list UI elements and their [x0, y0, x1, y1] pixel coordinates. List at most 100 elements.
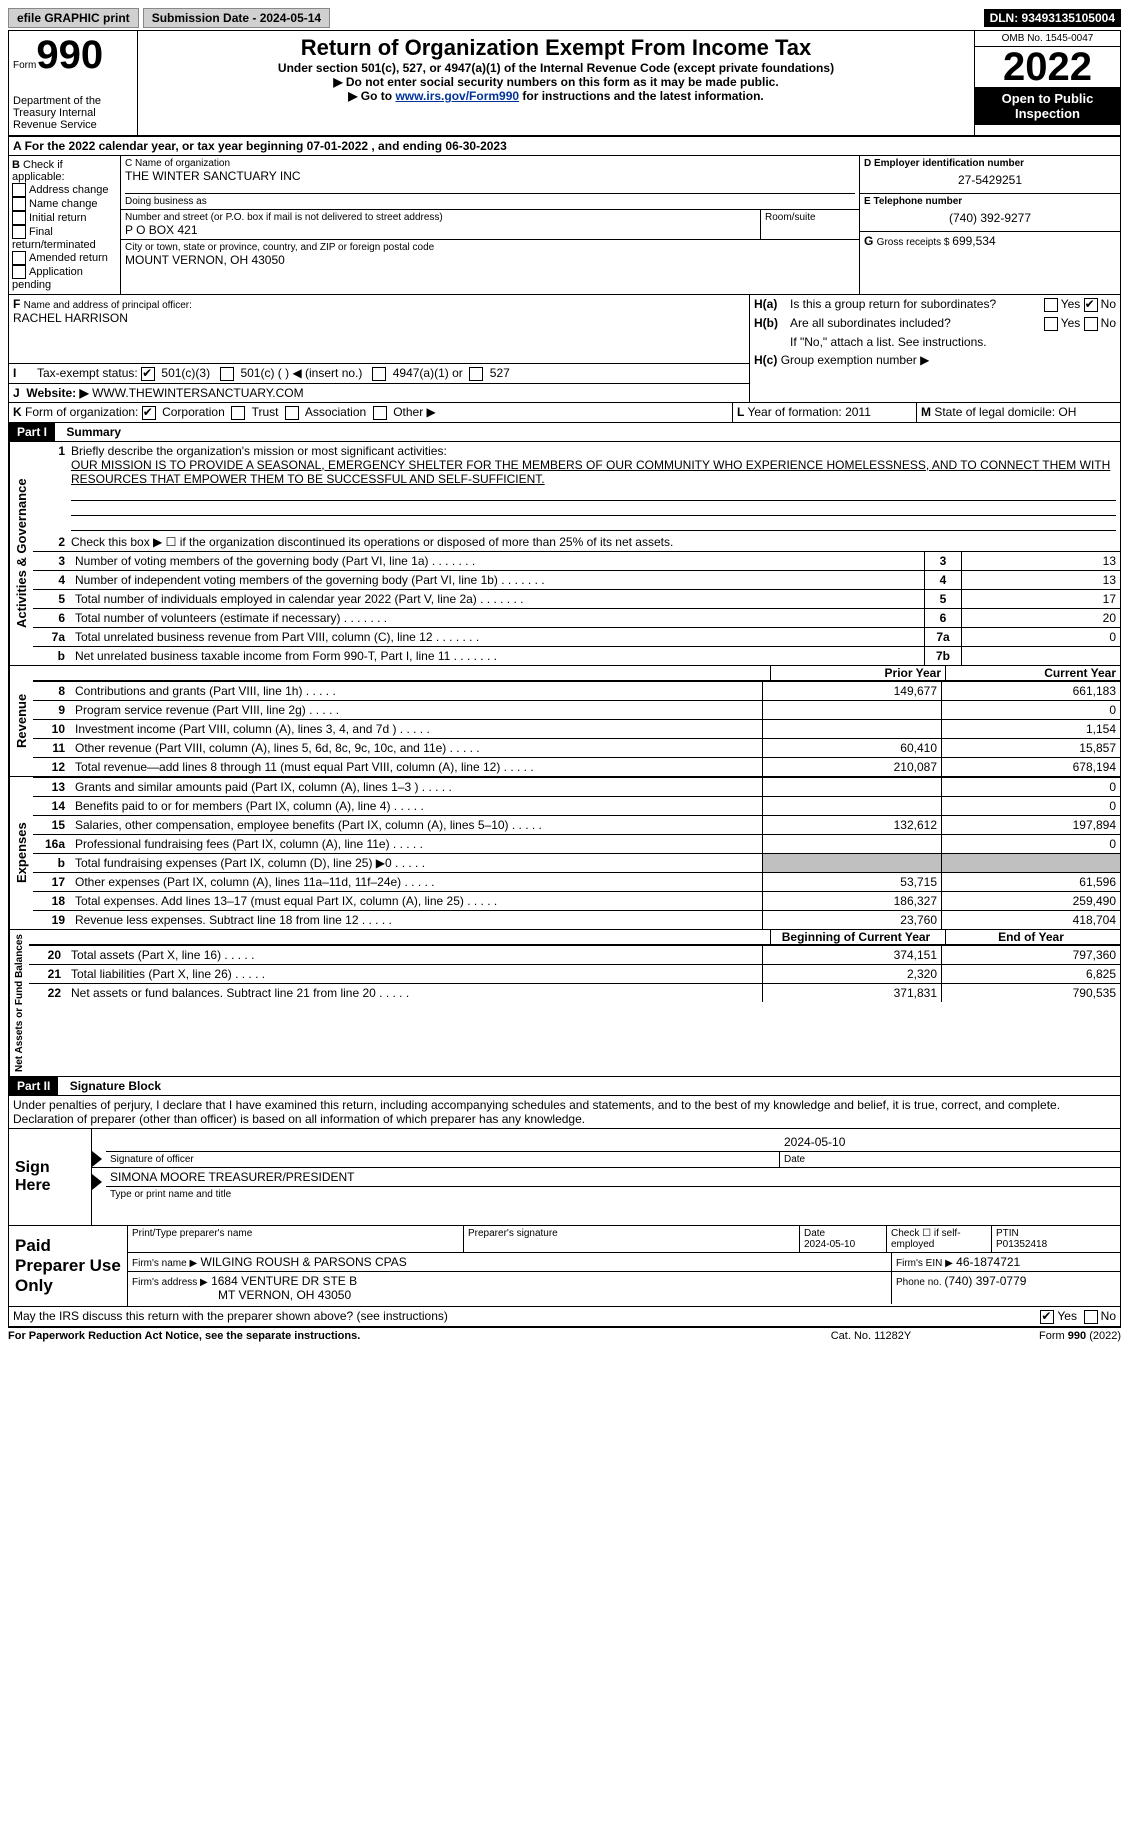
footer-cat: Cat. No. 11282Y	[771, 1330, 971, 1342]
table-row: 12Total revenue—add lines 8 through 11 (…	[33, 757, 1120, 776]
table-row: 6Total number of volunteers (estimate if…	[33, 608, 1120, 627]
end-year-header: End of Year	[945, 930, 1120, 944]
prep-name-label: Print/Type preparer's name	[128, 1226, 464, 1252]
form-header: Form990 Department of the Treasury Inter…	[9, 31, 1120, 137]
table-row: bNet unrelated business taxable income f…	[33, 646, 1120, 665]
check-501c3[interactable]	[141, 367, 155, 381]
org-name-label: C Name of organization	[125, 158, 855, 169]
section-h: H(a) Is this a group return for subordin…	[750, 295, 1120, 402]
table-row: 17Other expenses (Part IX, column (A), l…	[33, 872, 1120, 891]
firm-addr1: 1684 VENTURE DR STE B	[211, 1274, 357, 1288]
table-row: bTotal fundraising expenses (Part IX, co…	[33, 853, 1120, 872]
check-final-return[interactable]	[12, 225, 26, 239]
mission-text: OUR MISSION IS TO PROVIDE A SEASONAL, EM…	[71, 458, 1110, 486]
q2-text: Check this box ▶ ☐ if the organization d…	[71, 535, 1116, 549]
begin-year-header: Beginning of Current Year	[770, 930, 945, 944]
room-suite-label: Room/suite	[761, 210, 859, 239]
footer-paperwork: For Paperwork Reduction Act Notice, see …	[8, 1330, 771, 1342]
state-domicile: OH	[1058, 405, 1076, 419]
wedge-icon	[92, 1151, 102, 1167]
table-row: 16aProfessional fundraising fees (Part I…	[33, 834, 1120, 853]
firm-ein: 46-1874721	[956, 1255, 1020, 1269]
vlabel-revenue: Revenue	[9, 666, 33, 776]
check-initial-return[interactable]	[12, 211, 26, 225]
year-formation: 2011	[845, 405, 871, 419]
check-hb-no[interactable]	[1084, 317, 1098, 331]
part1-title: Summary	[58, 425, 121, 439]
vlabel-netassets: Net Assets or Fund Balances	[9, 930, 29, 1076]
note2-post: for instructions and the latest informat…	[519, 89, 764, 103]
check-hb-yes[interactable]	[1044, 317, 1058, 331]
table-row: 10Investment income (Part VIII, column (…	[33, 719, 1120, 738]
part2-label: Part II	[9, 1077, 58, 1095]
check-self-label: Check ☐ if self-employed	[887, 1226, 992, 1252]
may-irs-text: May the IRS discuss this return with the…	[13, 1309, 1040, 1324]
table-row: 5Total number of individuals employed in…	[33, 589, 1120, 608]
submission-date-button[interactable]: Submission Date - 2024-05-14	[143, 8, 330, 28]
footer-form: Form 990 (2022)	[971, 1330, 1121, 1342]
check-assoc[interactable]	[285, 406, 299, 420]
firm-phone: (740) 397-0779	[944, 1274, 1026, 1288]
table-row: 7aTotal unrelated business revenue from …	[33, 627, 1120, 646]
table-row: 21Total liabilities (Part X, line 26) . …	[29, 964, 1120, 983]
dept-text: Department of the Treasury Internal Reve…	[13, 95, 133, 131]
tax-year: 2022	[975, 47, 1120, 87]
firm-addr2: MT VERNON, OH 43050	[132, 1288, 351, 1302]
form-990-container: Form990 Department of the Treasury Inter…	[8, 30, 1121, 1328]
check-name-change[interactable]	[12, 197, 26, 211]
check-amended-return[interactable]	[12, 251, 26, 265]
form-subtitle: Under section 501(c), 527, or 4947(a)(1)…	[142, 61, 970, 75]
table-row: 20Total assets (Part X, line 16) . . . .…	[29, 945, 1120, 964]
check-corp[interactable]	[142, 406, 156, 420]
phone-label-e: E Telephone number	[864, 196, 1116, 207]
check-ha-yes[interactable]	[1044, 298, 1058, 312]
form-number: 990	[36, 33, 103, 77]
website-value: WWW.THEWINTERSANCTUARY.COM	[92, 386, 304, 400]
officer-name: SIMONA MOORE TREASURER/PRESIDENT	[106, 1168, 1120, 1186]
part1-label: Part I	[9, 423, 55, 441]
efile-print-button[interactable]: efile GRAPHIC print	[8, 8, 139, 28]
table-row: 3Number of voting members of the governi…	[33, 551, 1120, 570]
check-mayirs-yes[interactable]	[1040, 1310, 1054, 1324]
ptin-value: P01352418	[996, 1239, 1047, 1250]
sig-date-val: 2024-05-10	[780, 1133, 1120, 1151]
period-line-a: A For the 2022 calendar year, or tax yea…	[9, 137, 1120, 156]
check-4947[interactable]	[372, 367, 386, 381]
table-row: 18Total expenses. Add lines 13–17 (must …	[33, 891, 1120, 910]
check-application-pending[interactable]	[12, 265, 26, 279]
part2-title: Signature Block	[62, 1079, 161, 1093]
firm-name: WILGING ROUSH & PARSONS CPAS	[201, 1255, 407, 1269]
table-row: 9Program service revenue (Part VIII, lin…	[33, 700, 1120, 719]
check-501c[interactable]	[220, 367, 234, 381]
check-trust[interactable]	[231, 406, 245, 420]
type-print-label: Type or print name and title	[106, 1186, 1120, 1202]
dln-label: DLN: 93493135105004	[984, 9, 1121, 27]
check-ha-no[interactable]	[1084, 298, 1098, 312]
vlabel-activities: Activities & Governance	[9, 442, 33, 665]
dba-label: Doing business as	[125, 193, 855, 207]
city-value: MOUNT VERNON, OH 43050	[125, 253, 855, 267]
table-row: 4Number of independent voting members of…	[33, 570, 1120, 589]
irs-link[interactable]: www.irs.gov/Form990	[395, 89, 519, 103]
table-row: 15Salaries, other compensation, employee…	[33, 815, 1120, 834]
check-other[interactable]	[373, 406, 387, 420]
check-address-change[interactable]	[12, 183, 26, 197]
city-label: City or town, state or province, country…	[125, 242, 855, 253]
table-row: 8Contributions and grants (Part VIII, li…	[33, 681, 1120, 700]
form-note1: ▶ Do not enter social security numbers o…	[142, 75, 970, 89]
paid-preparer-label: Paid Preparer Use Only	[9, 1226, 128, 1306]
sig-officer-label: Signature of officer	[106, 1152, 779, 1167]
top-bar: efile GRAPHIC print Submission Date - 20…	[8, 8, 1121, 28]
check-mayirs-no[interactable]	[1084, 1310, 1098, 1324]
table-row: 13Grants and similar amounts paid (Part …	[33, 777, 1120, 796]
ein-value: 27-5429251	[864, 169, 1116, 191]
prep-sig-label: Preparer's signature	[464, 1226, 800, 1252]
principal-officer: RACHEL HARRISON	[13, 311, 128, 325]
hb-note: If "No," attach a list. See instructions…	[750, 333, 1120, 351]
wedge-icon	[92, 1174, 102, 1190]
table-row: 14Benefits paid to or for members (Part …	[33, 796, 1120, 815]
check-527[interactable]	[469, 367, 483, 381]
table-row: 11Other revenue (Part VIII, column (A), …	[33, 738, 1120, 757]
phone-value-e: (740) 392-9277	[864, 207, 1116, 229]
open-inspection-badge: Open to Public Inspection	[975, 87, 1120, 125]
